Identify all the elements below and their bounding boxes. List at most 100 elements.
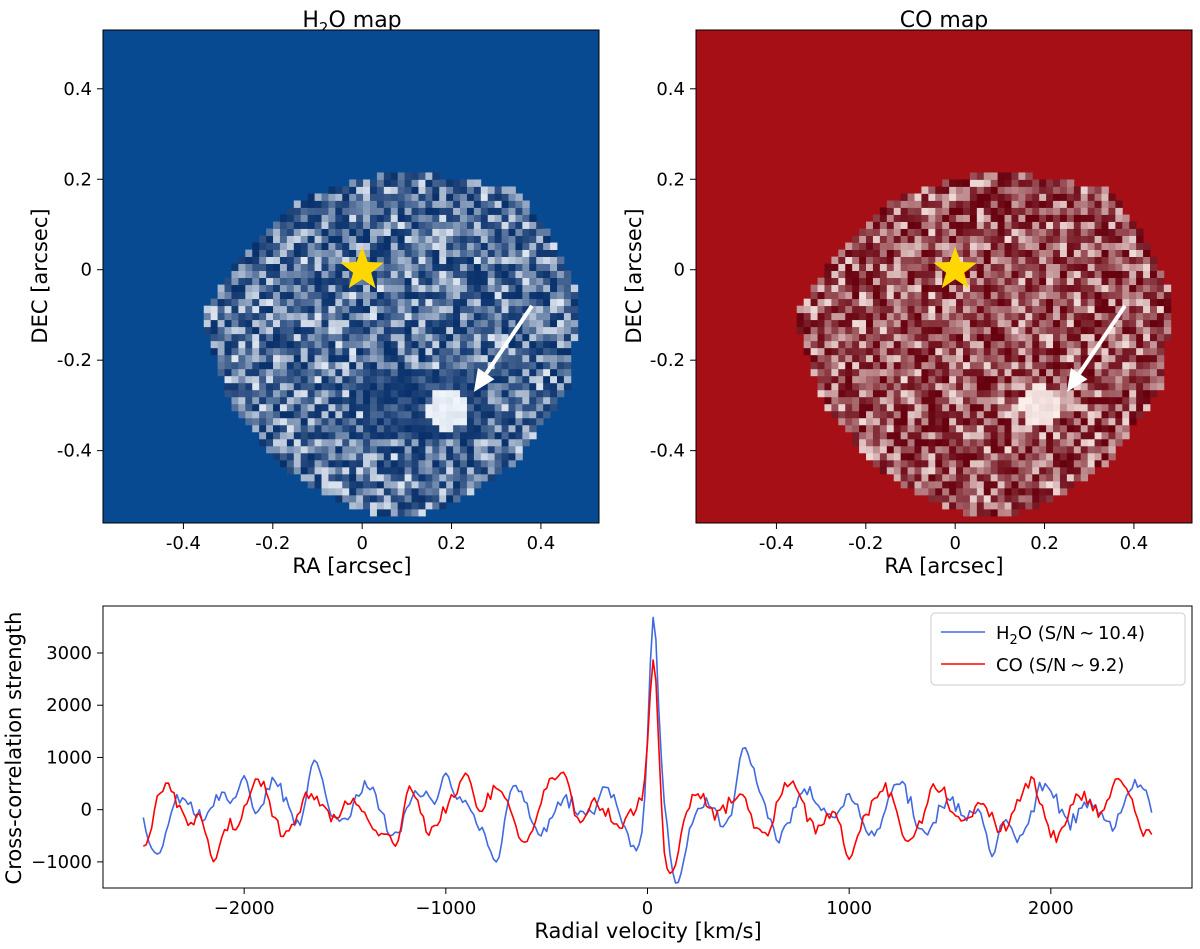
map-pixel (962, 410, 971, 419)
map-pixel (893, 452, 902, 461)
map-pixel (466, 396, 475, 405)
map-pixel (997, 242, 1005, 250)
map-pixel (990, 347, 999, 356)
map-pixel (1108, 249, 1116, 257)
map-pixel (259, 368, 267, 377)
map-pixel (817, 375, 825, 384)
map-pixel (1025, 403, 1033, 412)
map-pixel (397, 249, 406, 257)
map-pixel (1080, 417, 1089, 426)
map-pixel (1039, 200, 1047, 208)
map-pixel (563, 298, 572, 307)
map-pixel (369, 480, 378, 489)
map-pixel (1059, 284, 1068, 293)
map-pixel (914, 424, 922, 433)
map-pixel (404, 207, 412, 215)
map-pixel (879, 424, 888, 433)
map-pixel (266, 305, 274, 314)
map-pixel (921, 277, 929, 286)
map-pixel (1039, 438, 1047, 447)
map-pixel (1046, 438, 1054, 447)
map-pixel (252, 312, 260, 321)
map-pixel (997, 452, 1005, 461)
map-pixel (1032, 340, 1040, 349)
map-pixel (446, 389, 454, 398)
map-pixel (411, 480, 419, 489)
map-pixel (810, 326, 818, 335)
map-pixel (446, 277, 454, 286)
map-pixel (956, 459, 964, 468)
map-pixel (866, 263, 874, 272)
map-pixel (411, 277, 419, 286)
map-pixel (349, 291, 357, 300)
map-pixel (1066, 214, 1075, 222)
map-pixel (1087, 396, 1095, 405)
map-pixel (1011, 193, 1019, 201)
map-pixel (557, 312, 565, 321)
map-pixel (1080, 263, 1089, 272)
map-pixel (349, 305, 357, 314)
map-pixel (252, 263, 260, 272)
map-pixel (453, 270, 461, 279)
map-pixel (231, 326, 239, 335)
map-pixel (522, 242, 530, 250)
map-pixel (363, 361, 371, 370)
map-pixel (845, 319, 853, 328)
map-pixel (563, 333, 572, 342)
map-pixel (1087, 207, 1095, 215)
map-pixel (293, 417, 302, 426)
map-pixel (893, 410, 902, 419)
map-pixel (550, 277, 558, 286)
map-pixel (466, 431, 475, 440)
map-pixel (425, 214, 433, 222)
map-pixel (487, 347, 496, 356)
map-pixel (356, 242, 364, 250)
map-pixel (907, 368, 915, 377)
map-pixel (404, 200, 412, 208)
map-pixel (494, 312, 502, 321)
map-pixel (928, 242, 936, 250)
map-pixel (279, 396, 288, 405)
map-pixel (866, 319, 874, 328)
map-pixel (529, 417, 537, 426)
map-pixel (838, 326, 846, 335)
map-pixel (501, 249, 509, 257)
map-pixel (1004, 501, 1012, 510)
map-pixel (1150, 347, 1158, 356)
map-pixel (307, 249, 315, 257)
map-pixel (238, 319, 246, 328)
map-pixel (404, 172, 412, 180)
map-pixel (439, 214, 447, 222)
map-pixel (879, 396, 888, 405)
map-pixel (1039, 431, 1047, 440)
map-pixel (307, 445, 315, 454)
map-pixel (1011, 410, 1019, 419)
map-pixel (1025, 200, 1033, 208)
map-pixel (921, 221, 929, 229)
map-pixel (1080, 277, 1089, 286)
map-pixel (990, 221, 999, 229)
map-pixel (852, 347, 860, 356)
co-map-x-label: RA [arcsec] (884, 554, 1003, 578)
map-pixel (363, 382, 371, 391)
map-pixel (949, 459, 957, 468)
map-pixel (557, 354, 565, 363)
map-pixel (969, 312, 978, 321)
map-pixel (439, 270, 447, 279)
map-pixel (473, 235, 482, 243)
map-pixel (969, 354, 978, 363)
map-pixel (838, 361, 846, 370)
map-pixel (949, 473, 957, 482)
map-pixel (529, 270, 537, 279)
map-pixel (376, 256, 385, 265)
map-pixel (543, 354, 551, 363)
map-pixel (866, 340, 874, 349)
map-pixel (1066, 270, 1075, 279)
map-pixel (342, 424, 350, 433)
map-pixel (217, 354, 225, 363)
map-pixel (446, 417, 454, 426)
map-pixel (1087, 368, 1095, 377)
map-pixel (817, 340, 825, 349)
map-pixel (369, 270, 378, 279)
map-pixel (238, 298, 246, 307)
